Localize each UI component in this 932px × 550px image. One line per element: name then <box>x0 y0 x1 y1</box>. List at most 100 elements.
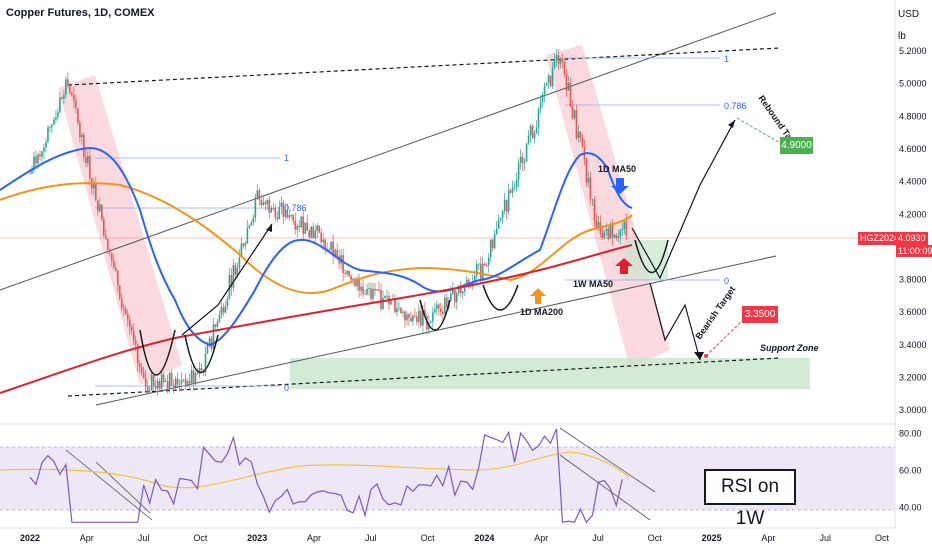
candle <box>473 276 476 283</box>
candle <box>63 94 65 99</box>
candle <box>118 285 121 299</box>
candle <box>312 226 314 239</box>
price-tag: 4.0930 <box>896 232 928 245</box>
candle <box>29 173 31 175</box>
candle <box>364 293 366 295</box>
x-tick-label: 2022 <box>20 533 40 543</box>
fib-0-left: 0 <box>284 383 289 393</box>
x-tick-label: Apr <box>80 533 94 543</box>
w-ma50-up-arrow <box>615 258 633 274</box>
candle <box>398 307 400 309</box>
candle <box>565 74 568 91</box>
candle <box>95 183 97 201</box>
candle <box>142 372 145 379</box>
candle <box>254 197 257 218</box>
candle <box>290 214 293 216</box>
candle <box>585 159 588 183</box>
candle <box>77 108 79 123</box>
candle <box>260 199 263 206</box>
candle <box>366 288 368 295</box>
chart-title: Copper Futures, 1D, COMEX <box>6 7 155 19</box>
candle <box>483 263 486 266</box>
candle <box>242 243 245 246</box>
currency-label[interactable]: USD <box>898 9 920 20</box>
candle <box>274 208 277 218</box>
candle <box>394 299 396 313</box>
candle <box>144 378 147 386</box>
candle <box>382 297 384 309</box>
candle <box>160 374 163 389</box>
unit-label: lb <box>898 31 906 42</box>
candle <box>525 143 528 162</box>
candle <box>318 225 320 233</box>
candle <box>475 264 478 277</box>
candle <box>380 290 382 309</box>
candle <box>324 239 326 249</box>
candle <box>248 225 251 228</box>
ma50-line <box>0 146 633 347</box>
candle <box>158 380 161 389</box>
candle <box>138 363 141 368</box>
candle <box>130 326 133 331</box>
candle <box>168 372 171 390</box>
candle <box>549 75 552 87</box>
candle <box>112 260 115 268</box>
y-tick-label: 3.4000 <box>899 340 927 350</box>
candle <box>31 169 33 174</box>
candle <box>110 252 113 261</box>
candle <box>334 249 336 257</box>
x-axis: 2022 Apr Jul Oct 2023 Apr Jul Oct 2024 Apr Jul Oct 2… <box>20 533 890 543</box>
candle <box>192 370 195 383</box>
candle <box>294 221 297 230</box>
symbol-tag: HGZ2024 <box>858 232 902 245</box>
candle <box>402 311 404 313</box>
y-tick-label: 5.2000 <box>899 46 927 56</box>
candle <box>188 381 191 384</box>
candle <box>465 279 468 286</box>
candle <box>619 230 622 237</box>
candle <box>579 131 582 139</box>
candle <box>314 230 316 239</box>
candle <box>593 199 596 221</box>
candle <box>322 239 324 243</box>
candle <box>571 106 574 118</box>
candle <box>75 100 77 109</box>
candle <box>264 202 267 205</box>
candle <box>304 222 307 234</box>
candle <box>296 225 299 230</box>
candle <box>356 278 358 287</box>
candle <box>93 183 95 189</box>
candle <box>551 67 554 87</box>
ma50-label: 1D MA50 <box>598 164 636 174</box>
candle <box>463 285 466 292</box>
candle <box>120 298 123 308</box>
candle <box>543 85 546 95</box>
candle <box>455 293 458 302</box>
candle <box>611 223 614 238</box>
candle <box>509 190 512 193</box>
candle <box>206 345 209 354</box>
rsi-line <box>29 428 623 524</box>
candle <box>442 311 444 314</box>
candle <box>591 199 594 201</box>
candle <box>358 278 360 291</box>
candle <box>346 271 348 274</box>
candle <box>73 94 75 101</box>
candle <box>79 122 81 138</box>
x-tick-label: Apr <box>761 533 775 543</box>
candle <box>216 321 219 327</box>
candle <box>41 151 43 157</box>
candle <box>567 82 570 91</box>
candle <box>148 390 151 392</box>
candle <box>292 214 295 222</box>
candle <box>122 307 125 309</box>
candle <box>258 190 261 200</box>
candle <box>306 222 309 231</box>
candle <box>268 199 271 213</box>
candle <box>396 308 398 313</box>
candle <box>513 187 516 189</box>
bearish-target-box: 3.3500 <box>742 306 778 323</box>
candle <box>43 147 45 152</box>
projection-box <box>625 240 668 280</box>
